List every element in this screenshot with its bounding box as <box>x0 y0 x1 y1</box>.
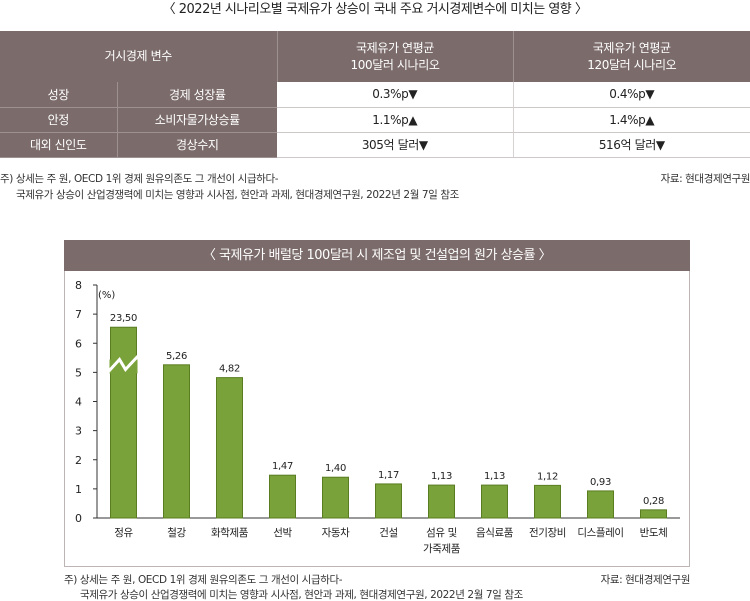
x-tick-label: 가죽제품 <box>423 543 461 555</box>
row-variable: 경상수지 <box>116 132 277 158</box>
data-label: 23,50 <box>110 313 137 324</box>
data-label: 1,47 <box>272 461 293 472</box>
bar-음식료품 <box>481 484 508 519</box>
header-variable: 거시경제 변수 <box>0 31 277 82</box>
bar-반도체 <box>640 509 667 519</box>
row-value-100: 1.1%p▲ <box>277 107 513 133</box>
data-label: 0,28 <box>643 496 664 507</box>
data-label: 1,13 <box>431 471 452 482</box>
header-100-line2: 100달러 시나리오 <box>350 57 440 72</box>
bar-전기장비 <box>534 484 561 519</box>
chart-title: 〈 국제유가 배럴당 100달러 시 제조업 및 건설업의 원가 상승률 〉 <box>64 240 690 271</box>
x-tick-label: 철강 <box>167 527 186 539</box>
x-tick-label: 섬유 및 <box>426 527 457 539</box>
chart-note-line2: 국제유가 상승이 산업경쟁력에 미치는 영향과 시사점, 현안과 과제, 현대경… <box>80 589 523 601</box>
axis-break-mark <box>107 354 140 373</box>
table-note-line1: 주) 상세는 주 원, OECD 1위 경제 원유의존도 그 개선이 시급하다- <box>0 173 279 185</box>
macro-impact-table: 거시경제 변수 국제유가 연평균 100달러 시나리오 국제유가 연평균 120… <box>0 31 750 158</box>
y-tick-label: 6 <box>75 337 82 350</box>
x-tick-label: 선박 <box>273 527 292 539</box>
data-label: 4,82 <box>219 364 240 375</box>
row-value-100: 0.3%p▼ <box>277 82 513 108</box>
header-100-scenario: 국제유가 연평균 100달러 시나리오 <box>276 31 513 82</box>
y-tick-label: 7 <box>75 308 82 321</box>
header-120-line2: 120달러 시나리오 <box>587 57 677 72</box>
header-120-line1: 국제유가 연평균 <box>592 40 671 55</box>
header-100-line1: 국제유가 연평균 <box>356 40 434 55</box>
chart-source: 자료: 현대경제연구원 <box>600 574 691 586</box>
y-tick-label: 1 <box>75 483 82 496</box>
data-label: 1,13 <box>484 471 505 482</box>
table-source: 자료: 현대경제연구원 <box>660 173 750 185</box>
table-row: 성장 경제 성장률 0.3%p▼ 0.4%p▼ <box>0 82 750 108</box>
row-value-120: 0.4%p▼ <box>512 82 750 108</box>
table-header-row: 거시경제 변수 국제유가 연평균 100달러 시나리오 국제유가 연평균 120… <box>0 31 750 82</box>
data-label: 1,17 <box>378 470 399 481</box>
bar-화학제품 <box>216 377 243 519</box>
x-tick-label: 자동차 <box>322 527 351 539</box>
row-category: 안정 <box>0 107 117 133</box>
table-row: 대외 신인도 경상수지 305억 달러▼ 516억 달러▼ <box>0 132 750 158</box>
row-variable: 경제 성장률 <box>116 82 277 108</box>
x-tick-label: 화학제품 <box>211 527 249 539</box>
bar-건설 <box>375 483 402 519</box>
row-variable: 소비자물가상승률 <box>116 107 277 133</box>
bar-자동차 <box>322 476 349 519</box>
row-category: 대외 신인도 <box>0 132 117 158</box>
y-tick-label: 8 <box>75 279 82 292</box>
data-labels: 23,50 5,26 4,82 1,47 1,40 1,17 1,13 1,13 1,12 0,9… <box>110 313 664 507</box>
y-tick-label: 4 <box>75 396 82 409</box>
x-tick-label: 정유 <box>114 527 133 539</box>
data-label: 1,40 <box>325 463 346 474</box>
bar-series <box>107 326 667 519</box>
y-tick-label: 2 <box>75 454 82 467</box>
x-tick-label: 건설 <box>379 527 398 539</box>
header-120-scenario: 국제유가 연평균 120달러 시나리오 <box>512 31 750 82</box>
bar-정유 <box>110 326 137 519</box>
x-tick-label: 음식료품 <box>476 527 514 539</box>
y-tick-label: 5 <box>75 366 82 379</box>
data-label: 5,26 <box>166 351 187 362</box>
bar-철강 <box>163 364 190 519</box>
table-title: 〈 2022년 시나리오별 국제유가 상승이 국내 주요 거시경제변수에 미치는… <box>162 2 588 17</box>
row-value-120: 1.4%p▲ <box>512 107 750 133</box>
table-row: 안정 소비자물가상승률 1.1%p▲ 1.4%p▲ <box>0 107 750 133</box>
y-tick-label: 3 <box>75 425 82 438</box>
bar-섬유및가죽제품 <box>428 484 455 519</box>
x-tick-label: 디스플레이 <box>577 527 623 539</box>
row-category: 성장 <box>0 82 117 108</box>
bar-디스플레이 <box>587 490 614 519</box>
bar-선박 <box>269 474 296 519</box>
x-tick-label: 반도체 <box>640 527 668 539</box>
table-note-line2: 국제유가 상승이 산업경쟁력에 미치는 영향과 시사점, 현안과 과제, 현대경… <box>16 189 459 201</box>
y-axis-unit-label: (%) <box>98 290 115 301</box>
row-value-120: 516억 달러▼ <box>512 132 750 158</box>
data-label: 0,93 <box>590 477 611 488</box>
data-label: 1,12 <box>537 471 558 482</box>
y-tick-label: 0 <box>75 512 82 525</box>
y-axis: 0 1 2 3 4 5 6 7 8 (%) <box>75 279 680 525</box>
x-tick-label: 전기장비 <box>529 527 566 539</box>
chart-note-line1: 주) 상세는 주 원, OECD 1위 경제 원유의존도 그 개선이 시급하다- <box>64 574 343 586</box>
row-value-100: 305억 달러▼ <box>277 132 513 158</box>
